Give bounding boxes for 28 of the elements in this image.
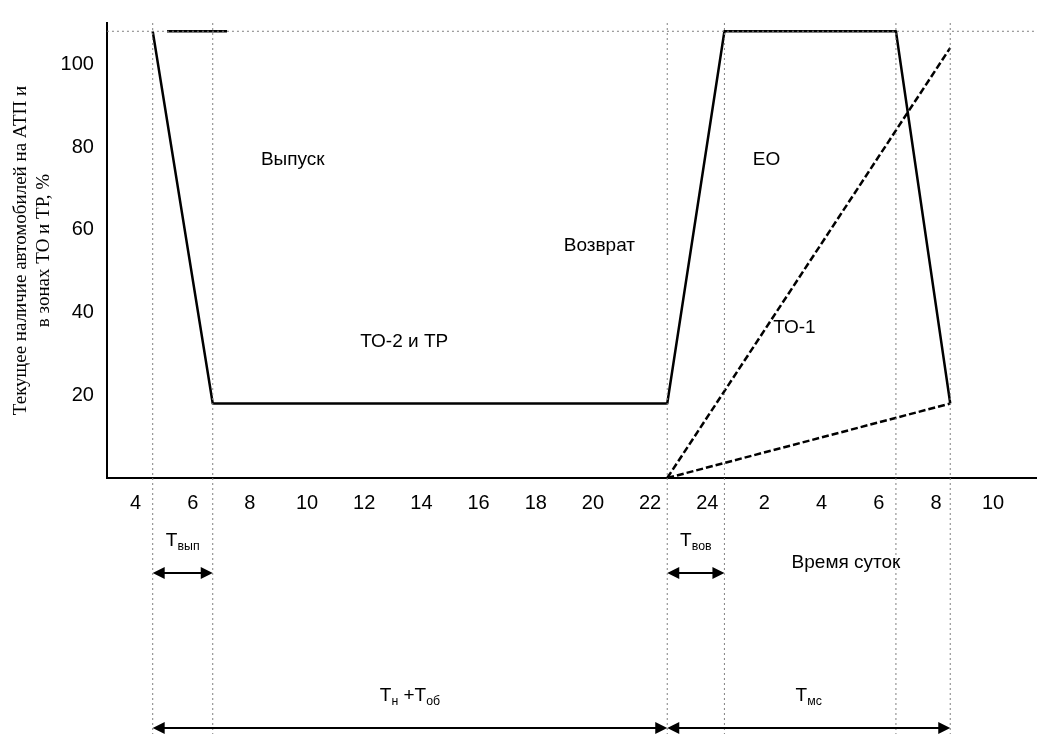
x-tick-label: 10 [295, 490, 319, 513]
annotation: ТО-1 [773, 316, 816, 338]
x-tick-label: 18 [524, 490, 547, 513]
y-tick-label: 40 [71, 300, 94, 323]
x-tick-label: 12 [353, 490, 376, 513]
x-tick-label: 8 [244, 490, 256, 513]
x-tick-label: 6 [187, 490, 199, 513]
x-tick-label: 4 [816, 490, 828, 513]
x-tick-label: 14 [410, 490, 433, 513]
annotation: ЕО [752, 147, 781, 169]
y-axis-title: Текущее наличие автомобилей на АТП и в зонах ТО и ТР, % [9, 85, 54, 416]
annotation: Возврат [563, 234, 636, 256]
y-tick-label: 100 [60, 51, 94, 74]
annotation: Выпуск [260, 147, 326, 169]
y-tick-label: 20 [71, 382, 94, 405]
x-axis-title: Время суток [791, 551, 902, 573]
x-tick-label: 4 [129, 490, 142, 513]
x-tick-label: 2 [758, 490, 770, 513]
x-tick-label: 6 [873, 490, 885, 513]
x-tick-label: 20 [581, 490, 605, 513]
x-tick-label: 8 [930, 490, 942, 513]
y-tick-label: 60 [71, 217, 94, 240]
y-tick-label: 80 [71, 134, 94, 157]
x-tick-label: 16 [467, 490, 490, 513]
x-tick-label: 24 [696, 490, 719, 513]
x-tick-label: 10 [982, 490, 1005, 513]
annotation: ТО-2 и ТР [360, 329, 449, 351]
x-tick-label: 22 [638, 490, 662, 513]
